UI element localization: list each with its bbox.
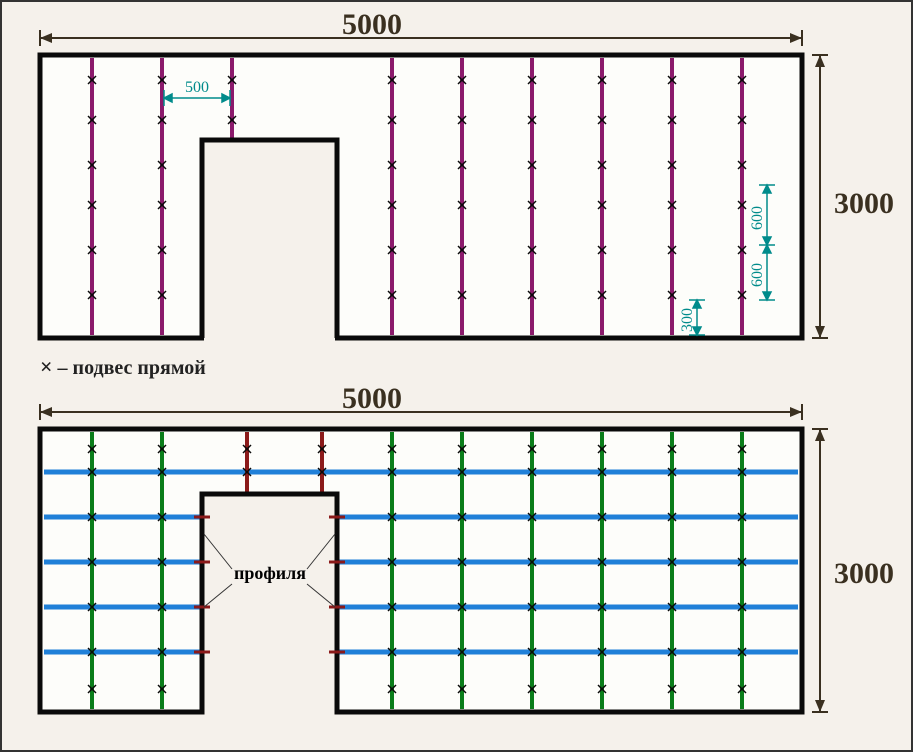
legend-text: – подвес прямой xyxy=(58,357,206,379)
diagram-top-svg: 500 600 600 xyxy=(32,20,832,350)
plan-bg-top xyxy=(40,55,802,338)
diagram-top: 500 600 600 xyxy=(32,20,822,350)
legend-symbol: × xyxy=(40,354,53,379)
diagram-bottom-svg: профиля xyxy=(32,394,832,734)
dim-line-top xyxy=(40,30,802,46)
legend-top: × – подвес прямой xyxy=(40,354,206,380)
dim-600a: 600 xyxy=(749,206,766,230)
page: 5000 3000 xyxy=(0,0,913,752)
dim-500: 500 xyxy=(185,79,209,96)
dim-300: 300 xyxy=(679,308,696,332)
dim-line-top2 xyxy=(40,404,802,420)
dim-line-right2 xyxy=(812,429,828,712)
dim-600b: 600 xyxy=(749,263,766,287)
diagram-bottom: профиля xyxy=(32,394,822,734)
dim-height-top1: 3000 xyxy=(834,187,894,221)
cutout-fill-bottom xyxy=(204,496,335,716)
label-profile: профиля xyxy=(234,563,306,583)
dim-height-top2: 3000 xyxy=(834,557,894,591)
dim-line-right xyxy=(812,55,828,338)
cutout-fill-top xyxy=(204,142,335,342)
